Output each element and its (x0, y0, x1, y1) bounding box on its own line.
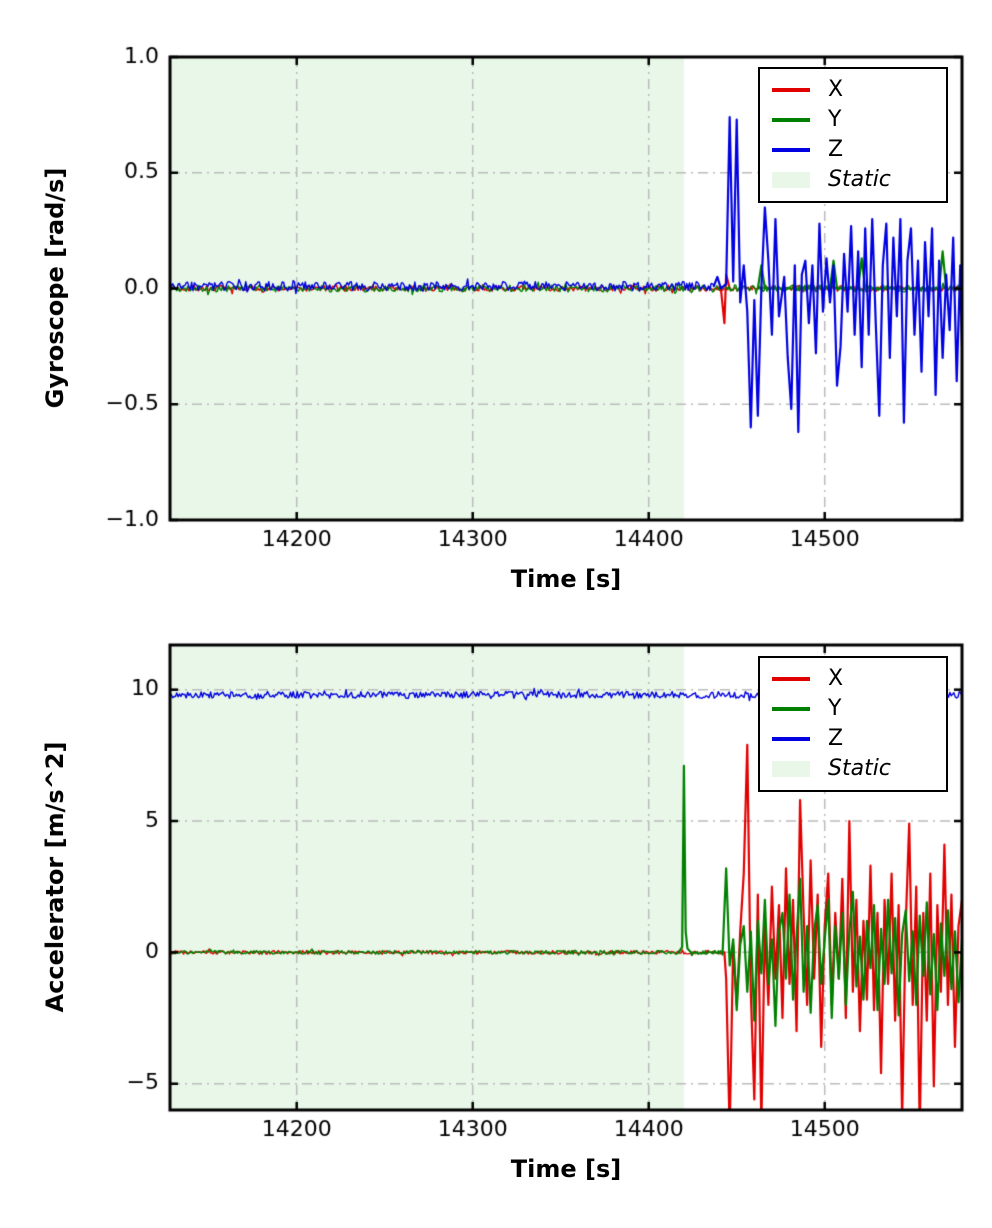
legend-label-x: X (828, 666, 844, 691)
legend-entry-static: Static (772, 167, 936, 193)
legend-label-static: Static (828, 167, 891, 192)
legend-label-x: X (828, 77, 844, 102)
legend-entry-z: Z (772, 137, 936, 163)
y-series-swatch (772, 707, 810, 711)
x-series-swatch (772, 677, 810, 681)
legend-entry-x: X (772, 77, 936, 103)
gyroscope-y-axis-label: Gyroscope [rad/s] (41, 167, 69, 409)
accelerator-y-axis-label: Accelerator [m/s^2] (41, 741, 69, 1013)
accelerator-figure: Accelerator [m/s^2] Time [s] X Y Z Stati… (0, 614, 992, 1228)
accelerator-x-axis-label: Time [s] (510, 1155, 622, 1183)
legend-label-y: Y (828, 107, 842, 132)
y-series-swatch (772, 118, 810, 122)
gyroscope-x-axis-label: Time [s] (510, 565, 622, 593)
accelerator-legend: X Y Z Static (758, 656, 948, 792)
legend-label-static: Static (828, 756, 891, 781)
legend-entry-static: Static (772, 756, 936, 782)
legend-entry-y: Y (772, 696, 936, 722)
legend-entry-y: Y (772, 107, 936, 133)
z-series-swatch (772, 148, 810, 152)
legend-label-y: Y (828, 696, 842, 721)
legend-label-z: Z (828, 726, 844, 751)
static-region-swatch (772, 172, 810, 188)
legend-entry-x: X (772, 666, 936, 692)
static-region-swatch (772, 761, 810, 777)
legend-label-z: Z (828, 137, 844, 162)
x-series-swatch (772, 88, 810, 92)
gyroscope-legend: X Y Z Static (758, 67, 948, 203)
z-series-swatch (772, 737, 810, 741)
legend-entry-z: Z (772, 726, 936, 752)
gyroscope-figure: Gyroscope [rad/s] Time [s] X Y Z Static (0, 0, 992, 614)
